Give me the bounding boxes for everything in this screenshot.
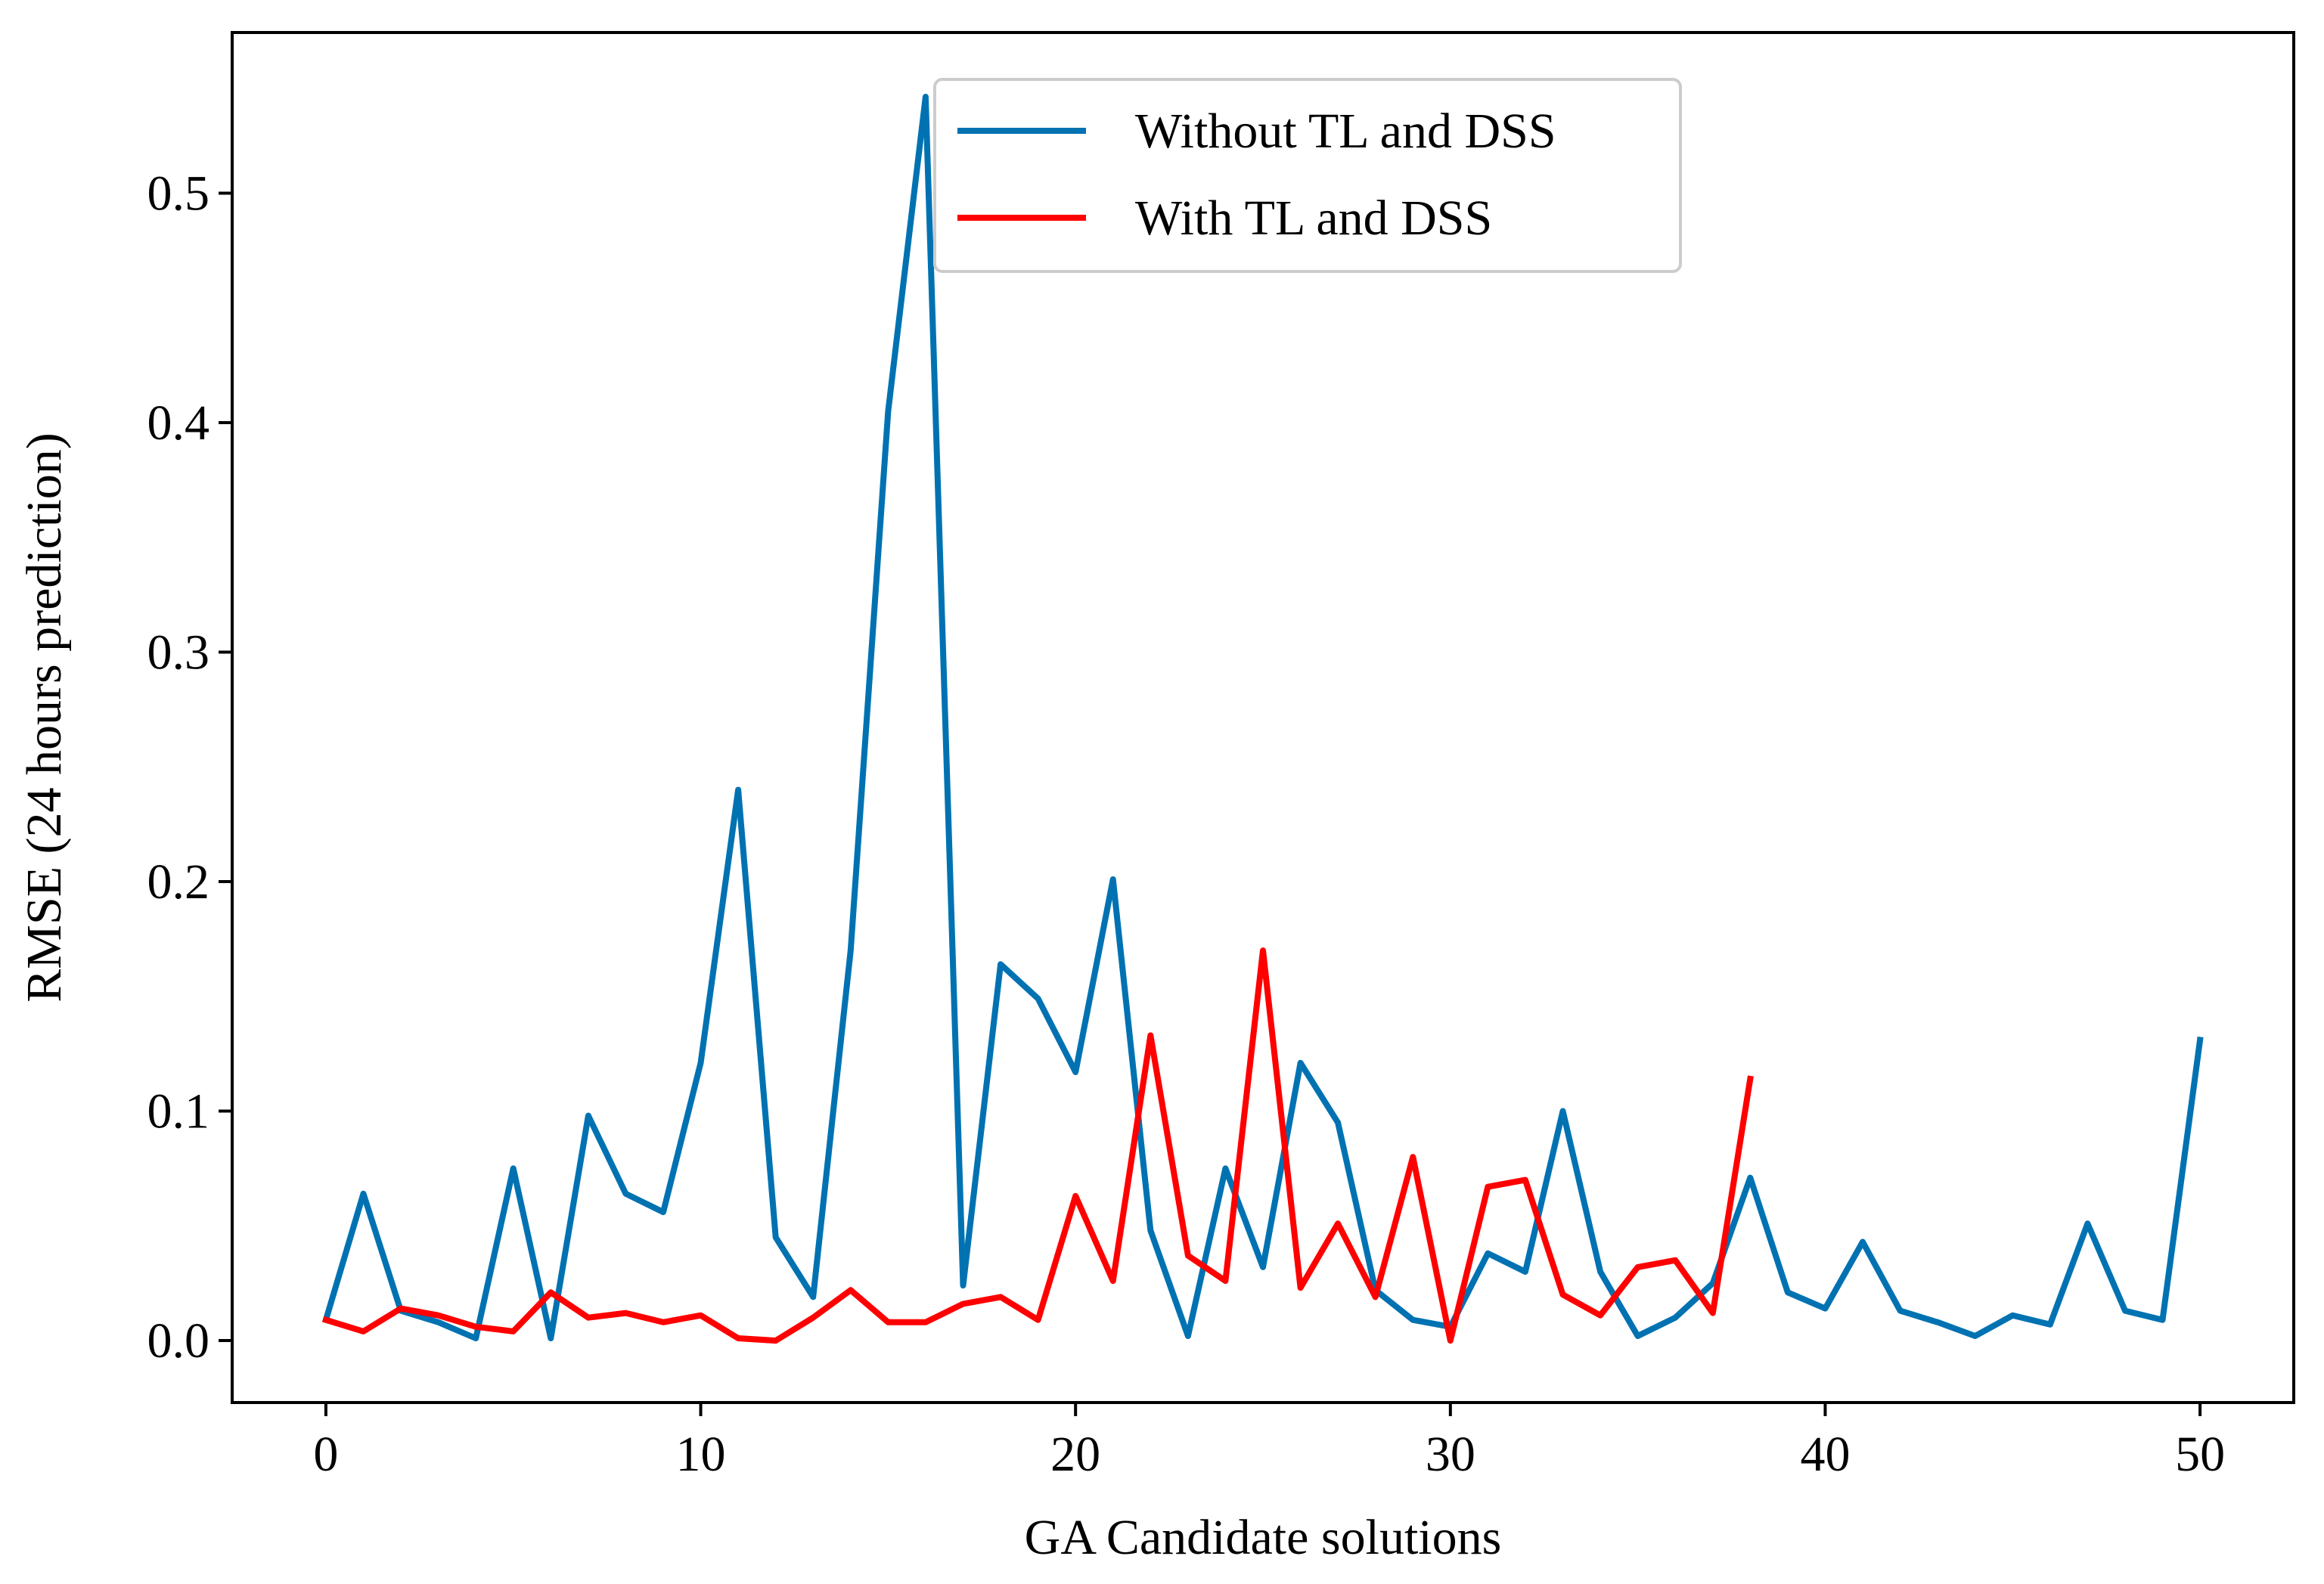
- series-layer: [321, 94, 2204, 1344]
- x-axis-label: GA Candidate solutions: [1025, 1510, 1502, 1565]
- y-tick-label: 0.4: [147, 395, 210, 451]
- x-tick-label: 50: [2175, 1427, 2225, 1482]
- plot-area-frame: [231, 31, 2295, 1404]
- legend-box: [933, 78, 1682, 273]
- x-tick-label: 10: [676, 1427, 726, 1482]
- y-tick-label: 0.1: [147, 1084, 210, 1139]
- y-tick-label: 0.3: [147, 625, 210, 680]
- series-line-with-tl-and-dss: [321, 947, 1754, 1344]
- legend: Without TL and DSS With TL and DSS: [933, 78, 1682, 273]
- legend-label: With TL and DSS: [1135, 191, 1492, 246]
- y-tick-label: 0.5: [147, 166, 210, 221]
- y-tick-label: 0.0: [147, 1313, 210, 1369]
- y-tick-label: 0.2: [147, 854, 210, 910]
- x-tick-label: 30: [1426, 1427, 1475, 1482]
- x-tick-label: 40: [1800, 1427, 1850, 1482]
- x-tick-label: 20: [1050, 1427, 1100, 1482]
- y-axis-ticks: 0.0 0.1 0.2 0.3 0.4 0.5: [147, 166, 232, 1369]
- series-line-without-tl-and-dss: [321, 94, 2204, 1341]
- y-axis-label: RMSE (24 hours prediction): [17, 432, 72, 1002]
- x-tick-label: 0: [313, 1427, 338, 1482]
- legend-label: Without TL and DSS: [1135, 104, 1556, 159]
- x-axis-ticks: 0 10 20 30 40 50: [313, 1403, 2225, 1482]
